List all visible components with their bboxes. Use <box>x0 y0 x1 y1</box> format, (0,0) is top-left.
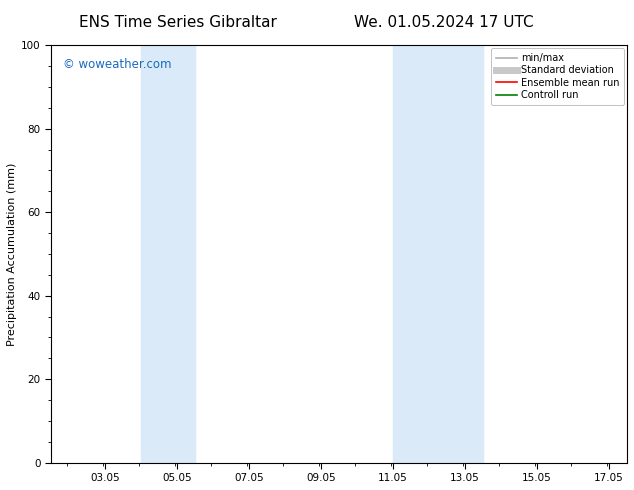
Text: © woweather.com: © woweather.com <box>63 58 171 71</box>
Legend: min/max, Standard deviation, Ensemble mean run, Controll run: min/max, Standard deviation, Ensemble me… <box>491 48 624 105</box>
Y-axis label: Precipitation Accumulation (mm): Precipitation Accumulation (mm) <box>7 162 17 345</box>
Bar <box>393 45 483 463</box>
Bar <box>141 45 195 463</box>
Text: ENS Time Series Gibraltar: ENS Time Series Gibraltar <box>79 15 276 30</box>
Text: We. 01.05.2024 17 UTC: We. 01.05.2024 17 UTC <box>354 15 534 30</box>
